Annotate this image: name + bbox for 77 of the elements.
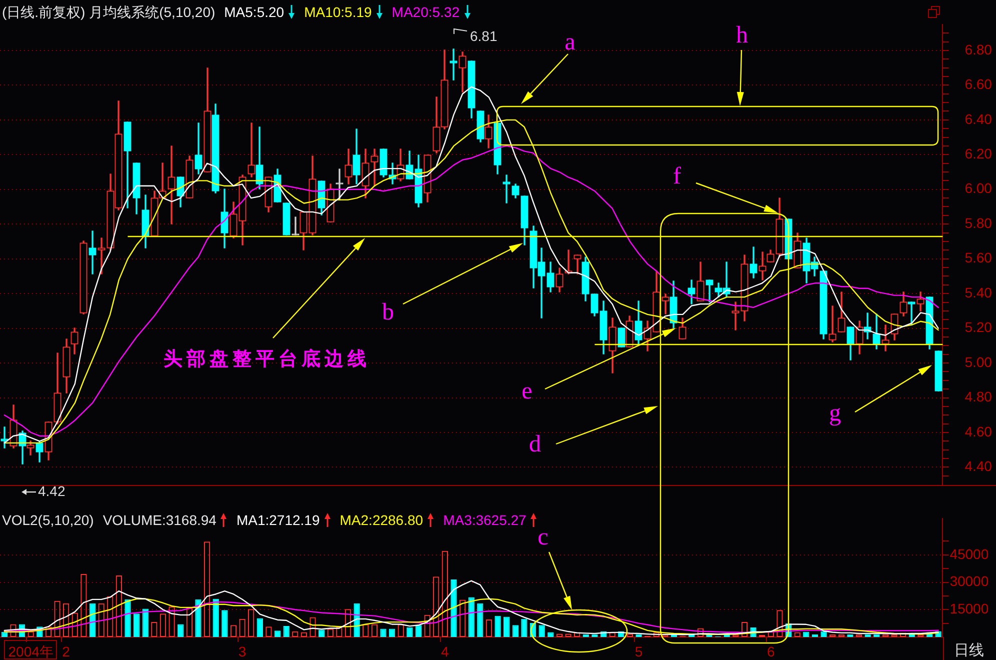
x-tick-label: 4 [441,643,450,660]
candlestick [248,122,256,178]
text: MA2:2286.80 [340,512,424,528]
candlestick [502,174,510,204]
y-tick-label: 6.60 [964,76,992,92]
candlestick [336,168,344,200]
annotation: e [522,378,532,404]
candlestick [88,230,96,274]
candlestick [292,216,300,236]
bar [477,603,484,637]
annotation: 4.42 [38,482,66,499]
candlestick [662,294,670,314]
annotation: VOLUME:3168.94 [102,512,216,528]
annotation: 6.81 [470,28,498,44]
bar [124,599,131,637]
bar [450,580,457,637]
y-tick-label: 15000 [950,600,989,616]
candlestick [908,302,916,326]
y-tick-label: 6.80 [964,41,992,58]
y-tick-label: 5.00 [964,354,992,370]
annotation: c [538,524,548,550]
candlestick [828,306,836,342]
bar [494,616,501,637]
y-tick-label: 5.40 [964,284,992,300]
x-tick-label: 6 [767,643,775,660]
annotation: g [829,400,841,426]
candlestick [370,148,378,186]
bar [222,610,228,637]
y-tick-label: 6.20 [964,146,992,162]
y-tick-label: 4.80 [964,388,992,405]
candlestick [882,324,890,352]
text: 日线 [954,642,984,660]
x-tick-label: 5 [634,643,643,660]
x-tick-label: 2004年 [8,643,54,660]
candlestick [758,252,766,280]
annotation: f [673,163,681,190]
text: MA5:5.20 [224,4,284,20]
annotation: d [529,431,541,458]
candlestick [0,426,8,448]
text: MA3:3625.27 [443,512,526,528]
bar [256,618,263,637]
y-tick-label: 4.60 [964,423,992,440]
text: MA10:5.19 [304,4,372,20]
text: MA20:5.32 [392,4,460,20]
bar [504,616,510,637]
candlestick [98,238,106,274]
y-tick-label: 6.40 [964,110,992,127]
y-tick-label: 45000 [950,546,989,562]
candlestick [732,302,740,330]
bar [415,625,422,637]
annotation: a [564,29,576,56]
annotation: 头部盘整平台底边线 [164,348,370,370]
x-tick-label: 2 [62,643,70,660]
y-tick-label: 4.40 [964,458,992,474]
bar [512,625,518,637]
bar [538,625,545,637]
text: MA1:2712.19 [236,512,320,528]
y-tick-label: 6.00 [964,180,992,196]
annotation: b [382,299,394,326]
bar [178,624,184,637]
y-tick-label: 5.60 [964,250,992,266]
annotation: h [736,22,748,48]
bar [283,626,290,637]
y-tick-label: 5.20 [964,319,992,336]
bar [468,597,474,637]
bar [195,599,202,637]
chart-title: VOL2(5,10,20) [2,512,94,528]
candlestick [168,146,176,224]
bar [133,614,140,637]
y-tick-label: 30000 [950,573,989,590]
bar [521,618,528,637]
bar [142,608,148,637]
chart-title: (日线.前复权) 月均线系统(5,10,20) [2,4,216,20]
y-tick-label: 5.80 [964,214,992,231]
candlestick [450,48,458,80]
x-tick-label: 3 [238,643,246,660]
bar [354,603,360,637]
